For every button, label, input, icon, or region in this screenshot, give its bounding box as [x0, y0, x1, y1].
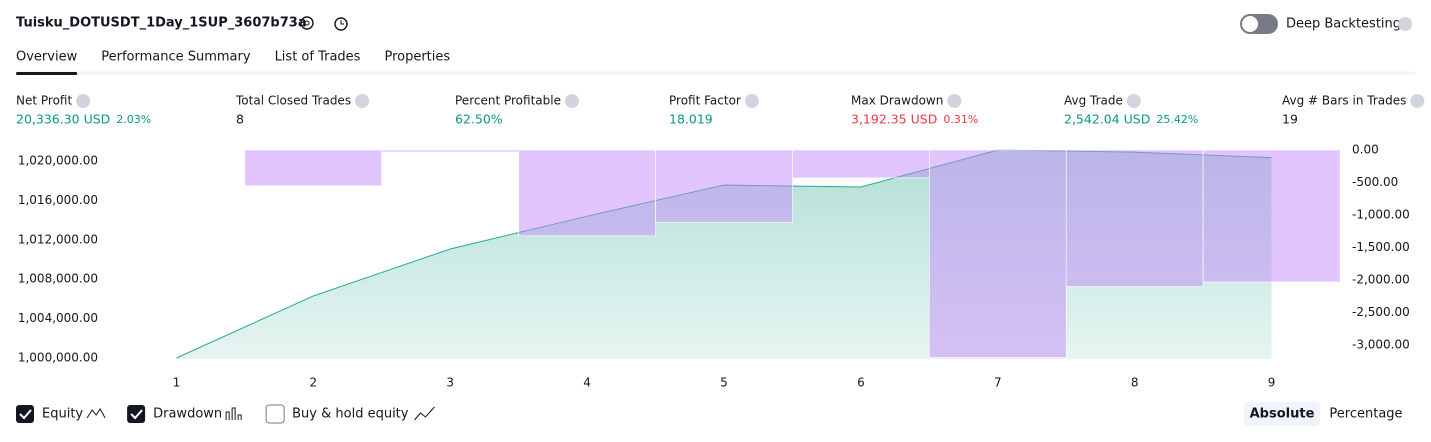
y2-tick-label: -2,000.00 — [1352, 273, 1410, 287]
stat-value: 19 — [1282, 112, 1298, 127]
y-tick-label: 1,016,000.00 — [18, 193, 98, 207]
y2-tick-label: -500.00 — [1352, 175, 1398, 189]
settings-icon[interactable] — [300, 16, 314, 30]
toggle-label: Deep Backtesting — [1286, 17, 1401, 32]
tab[interactable]: Performance Summary — [101, 50, 251, 65]
stat-sub: 2.03% — [116, 113, 151, 126]
stat-sub: 25.42% — [1156, 113, 1198, 126]
info-icon[interactable] — [1410, 94, 1425, 108]
drawdown-bar — [518, 149, 656, 237]
y2-tick-label: -1,000.00 — [1352, 208, 1410, 222]
help-icon[interactable] — [1398, 17, 1412, 31]
legend-checkbox[interactable] — [16, 405, 34, 423]
stat-label: Total Closed Trades — [235, 94, 351, 108]
tab[interactable]: Overview — [16, 50, 78, 65]
active-tab-underline — [16, 72, 78, 75]
info-icon[interactable] — [744, 94, 759, 108]
info-icon[interactable] — [1126, 94, 1141, 108]
mode-button[interactable]: Absolute — [1250, 407, 1315, 422]
y-tick-label: 1,000,000.00 — [18, 351, 98, 365]
y2-tick-label: -3,000.00 — [1352, 338, 1410, 352]
x-tick-label: 2 — [310, 376, 318, 390]
legend-checkbox[interactable] — [127, 405, 146, 423]
y2-tick-label: 0.00 — [1352, 143, 1379, 157]
stat-label: Max Drawdown — [851, 94, 943, 108]
strategy-title: Tuisku_DOTUSDT_1Day_1SUP_3607b73a — [16, 16, 307, 31]
stat-sub: 0.31% — [943, 113, 978, 126]
stat-value: 20,336.30 USD — [16, 112, 110, 127]
x-tick-label: 8 — [1131, 376, 1139, 390]
info-icon[interactable] — [76, 94, 91, 108]
legend-icon — [86, 408, 106, 419]
y2-tick-label: -1,500.00 — [1352, 240, 1410, 254]
mode-button[interactable]: Percentage — [1329, 407, 1402, 422]
info-icon[interactable] — [564, 94, 579, 108]
drawdown-bar — [929, 149, 1067, 358]
y-tick-label: 1,012,000.00 — [18, 232, 98, 246]
x-tick-label: 6 — [857, 376, 865, 390]
legend-checkbox[interactable] — [265, 404, 285, 424]
checkmark — [19, 409, 32, 420]
x-tick-label: 3 — [446, 376, 454, 390]
y-tick-label: 1,008,000.00 — [18, 272, 98, 286]
drawdown-bar — [655, 149, 793, 223]
drawdown-bar — [1065, 149, 1204, 287]
legend-label: Drawdown — [153, 407, 222, 422]
y-tick-label: 1,020,000.00 — [18, 154, 98, 168]
toggle-knob — [1242, 16, 1258, 32]
tab[interactable]: Properties — [384, 50, 450, 65]
checkmark — [130, 409, 143, 420]
x-tick-label: 1 — [173, 376, 181, 390]
drawdown-bar — [107, 149, 246, 151]
stat-label: Percent Profitable — [455, 94, 561, 108]
info-icon[interactable] — [947, 94, 962, 108]
legend-icon — [225, 407, 242, 420]
legend-label: Equity — [42, 407, 83, 422]
drawdown-bar — [792, 149, 930, 179]
x-tick-label: 5 — [720, 376, 728, 390]
stat-value: 2,542.04 USD — [1064, 112, 1150, 127]
x-tick-label: 4 — [583, 376, 591, 390]
stat-label: Avg Trade — [1064, 94, 1123, 108]
legend-label: Buy & hold equity — [292, 407, 409, 422]
y2-tick-label: -2,500.00 — [1352, 305, 1410, 319]
legend-icon — [414, 406, 435, 421]
stat-value: 62.50% — [455, 112, 503, 127]
y-tick-label: 1,004,000.00 — [18, 311, 98, 325]
stat-label: Profit Factor — [669, 94, 741, 108]
stat-value: 3,192.35 USD — [851, 112, 937, 127]
drawdown-bar — [381, 149, 519, 153]
stat-value: 8 — [236, 112, 244, 127]
stat-label: Avg # Bars in Trades — [1282, 94, 1406, 108]
stat-label: Net Profit — [16, 94, 72, 108]
x-tick-label: 9 — [1268, 376, 1276, 390]
alert-icon[interactable] — [334, 17, 348, 31]
stat-value: 18.019 — [669, 112, 713, 127]
drawdown-bar — [1202, 149, 1341, 283]
info-icon[interactable] — [355, 94, 370, 108]
tab[interactable]: List of Trades — [275, 50, 361, 65]
mode-active-bg — [1244, 402, 1320, 426]
drawdown-bar — [244, 149, 383, 187]
x-tick-label: 7 — [994, 376, 1002, 390]
